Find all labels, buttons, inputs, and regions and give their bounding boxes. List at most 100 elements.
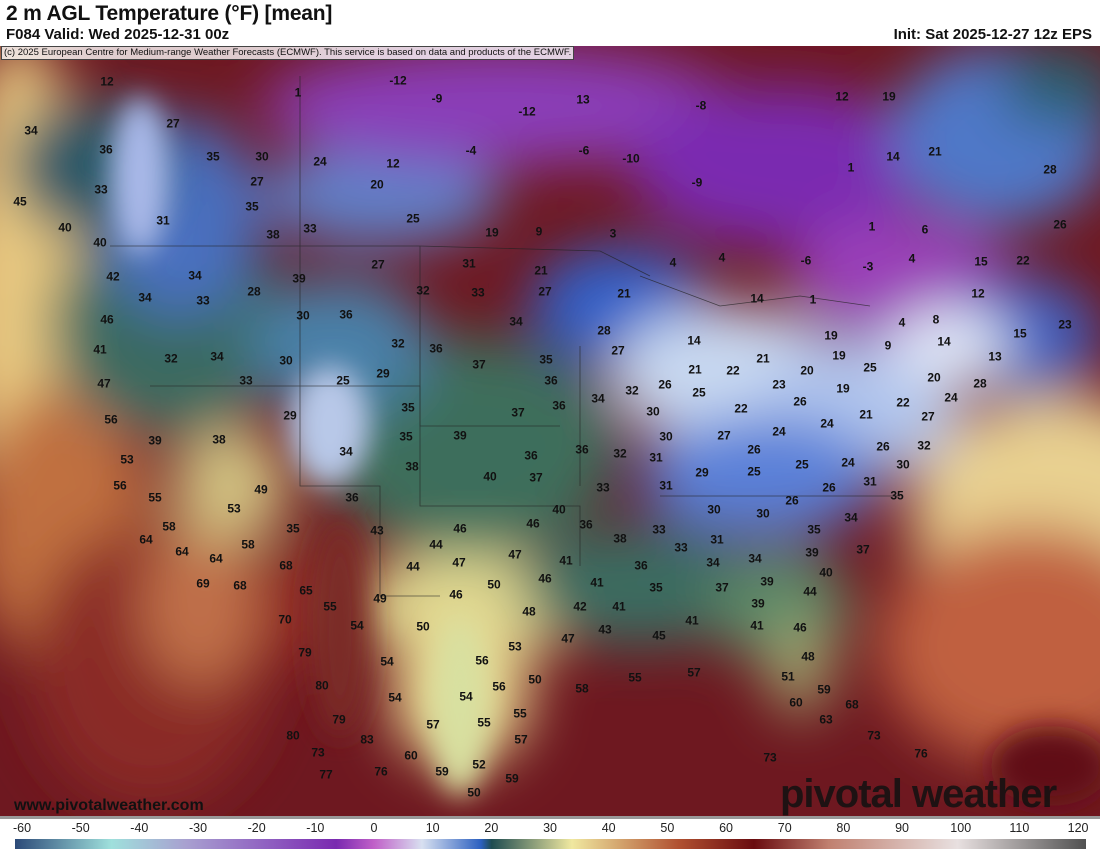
temperature-label: 54 bbox=[380, 654, 394, 669]
colorbar-tick: -40 bbox=[130, 821, 149, 835]
temperature-label: 46 bbox=[538, 571, 552, 586]
temperature-label: 21 bbox=[534, 263, 548, 278]
temperature-label: 30 bbox=[296, 308, 310, 323]
temperature-label: 41 bbox=[590, 575, 604, 590]
temperature-label: 79 bbox=[298, 645, 312, 660]
temperature-label: 41 bbox=[750, 618, 764, 633]
temperature-label: 4 bbox=[898, 315, 906, 330]
temperature-label: -9 bbox=[691, 175, 703, 190]
colorbar-tick: 10 bbox=[425, 821, 440, 835]
temperature-label: 25 bbox=[747, 464, 761, 479]
temperature-label: 49 bbox=[373, 591, 387, 606]
temperature-label: 49 bbox=[254, 482, 268, 497]
temperature-label: 4 bbox=[718, 250, 726, 265]
temperature-label: 35 bbox=[649, 580, 663, 595]
temperature-label: -9 bbox=[431, 91, 443, 106]
temperature-label: 23 bbox=[1058, 317, 1072, 332]
init-time: Init: Sat 2025-12-27 12z EPS bbox=[893, 26, 1092, 43]
temperature-label: 38 bbox=[613, 531, 627, 546]
temperature-label: 33 bbox=[94, 182, 108, 197]
temperature-label: 3 bbox=[609, 226, 617, 241]
temperature-label: 12 bbox=[386, 156, 400, 171]
temperature-label: 56 bbox=[104, 412, 118, 427]
temperature-label: 29 bbox=[283, 408, 297, 423]
temperature-label: 60 bbox=[404, 748, 418, 763]
temperature-label: 28 bbox=[1043, 162, 1057, 177]
temperature-label: 30 bbox=[255, 149, 269, 164]
temperature-label: 30 bbox=[659, 429, 673, 444]
temperature-label: 30 bbox=[707, 502, 721, 517]
colorbar-tick: -60 bbox=[12, 821, 32, 835]
temperature-label: 36 bbox=[634, 558, 648, 573]
temperature-label: 41 bbox=[93, 342, 107, 357]
temperature-label: 40 bbox=[552, 502, 566, 517]
website-link[interactable]: www.pivotalweather.com bbox=[14, 797, 204, 814]
temperature-label: 68 bbox=[233, 578, 247, 593]
temperature-label: 76 bbox=[374, 764, 388, 779]
temperature-label: 22 bbox=[1016, 253, 1030, 268]
temperature-label: 8 bbox=[932, 312, 940, 327]
temperature-label: 39 bbox=[760, 574, 774, 589]
temperature-label: 20 bbox=[927, 370, 941, 385]
colorbar-tick: 20 bbox=[484, 821, 499, 835]
temperature-label: 46 bbox=[793, 620, 807, 635]
map-title: 2 m AGL Temperature (°F) [mean] bbox=[6, 2, 333, 25]
temperature-label: 19 bbox=[832, 348, 846, 363]
temperature-label: 35 bbox=[401, 400, 415, 415]
temperature-label: 37 bbox=[511, 405, 525, 420]
temperature-label: 28 bbox=[597, 323, 611, 338]
header: 2 m AGL Temperature (°F) [mean] F084 Val… bbox=[0, 0, 1100, 46]
temperature-label: 34 bbox=[844, 510, 858, 525]
temperature-label: 40 bbox=[483, 469, 497, 484]
temperature-label: 23 bbox=[772, 377, 786, 392]
temperature-map[interactable]: 12 -12 1 -9 -12 13 -8 12 19 34 27 36 35 30 24 12 -4 -6 -10… bbox=[0, 46, 1100, 816]
temperature-label: 55 bbox=[323, 599, 337, 614]
temperature-label: 37 bbox=[529, 470, 543, 485]
temperature-label: -3 bbox=[862, 259, 874, 274]
temperature-label: 38 bbox=[266, 227, 280, 242]
temperature-label: 14 bbox=[937, 334, 951, 349]
temperature-label: 19 bbox=[882, 89, 896, 104]
pivotal-weather-logo: pivotal weather bbox=[780, 772, 1057, 816]
temperature-label: 47 bbox=[97, 376, 111, 391]
temperature-label: 15 bbox=[974, 254, 988, 269]
temperature-label: 46 bbox=[453, 521, 467, 536]
temperature-label: 13 bbox=[988, 349, 1002, 364]
temperature-label: 20 bbox=[800, 363, 814, 378]
valid-time: F084 Valid: Wed 2025-12-31 00z bbox=[6, 26, 230, 43]
temperature-label: 32 bbox=[917, 438, 931, 453]
colorbar-tick: 90 bbox=[895, 821, 909, 835]
temperature-label: -8 bbox=[695, 98, 707, 113]
temperature-label: 34 bbox=[706, 555, 720, 570]
temperature-label: 41 bbox=[559, 553, 573, 568]
temperature-label: 39 bbox=[292, 271, 306, 286]
temperature-label: 34 bbox=[24, 123, 38, 138]
temperature-label: 25 bbox=[795, 457, 809, 472]
temperature-label: 55 bbox=[148, 490, 162, 505]
temperature-label: 34 bbox=[188, 268, 202, 283]
temperature-label: 27 bbox=[921, 409, 935, 424]
colorbar-tick: 0 bbox=[370, 821, 378, 835]
temperature-label: 34 bbox=[210, 349, 224, 364]
temperature-label: 35 bbox=[286, 521, 300, 536]
temperature-label: 6 bbox=[921, 222, 929, 237]
temperature-label: 9 bbox=[535, 224, 543, 239]
colorbar-tick: 80 bbox=[836, 821, 851, 835]
temperature-label: 43 bbox=[370, 523, 384, 538]
temperature-label: 35 bbox=[399, 429, 413, 444]
temperature-label: 30 bbox=[896, 457, 910, 472]
temperature-label: 73 bbox=[763, 750, 777, 765]
temperature-label: 40 bbox=[93, 235, 107, 250]
temperature-label: 35 bbox=[539, 352, 553, 367]
temperature-label: 56 bbox=[475, 653, 489, 668]
temperature-label: 21 bbox=[928, 144, 942, 159]
temperature-label: 34 bbox=[748, 551, 762, 566]
temperature-label: 26 bbox=[785, 493, 799, 508]
temperature-label: 21 bbox=[688, 362, 702, 377]
temperature-label: 26 bbox=[1053, 217, 1067, 232]
temperature-label: 25 bbox=[863, 360, 877, 375]
colorbar-tick: 120 bbox=[1067, 821, 1089, 835]
temperature-label: 32 bbox=[164, 351, 178, 366]
temperature-label: 42 bbox=[573, 599, 587, 614]
temperature-label: 57 bbox=[687, 665, 701, 680]
